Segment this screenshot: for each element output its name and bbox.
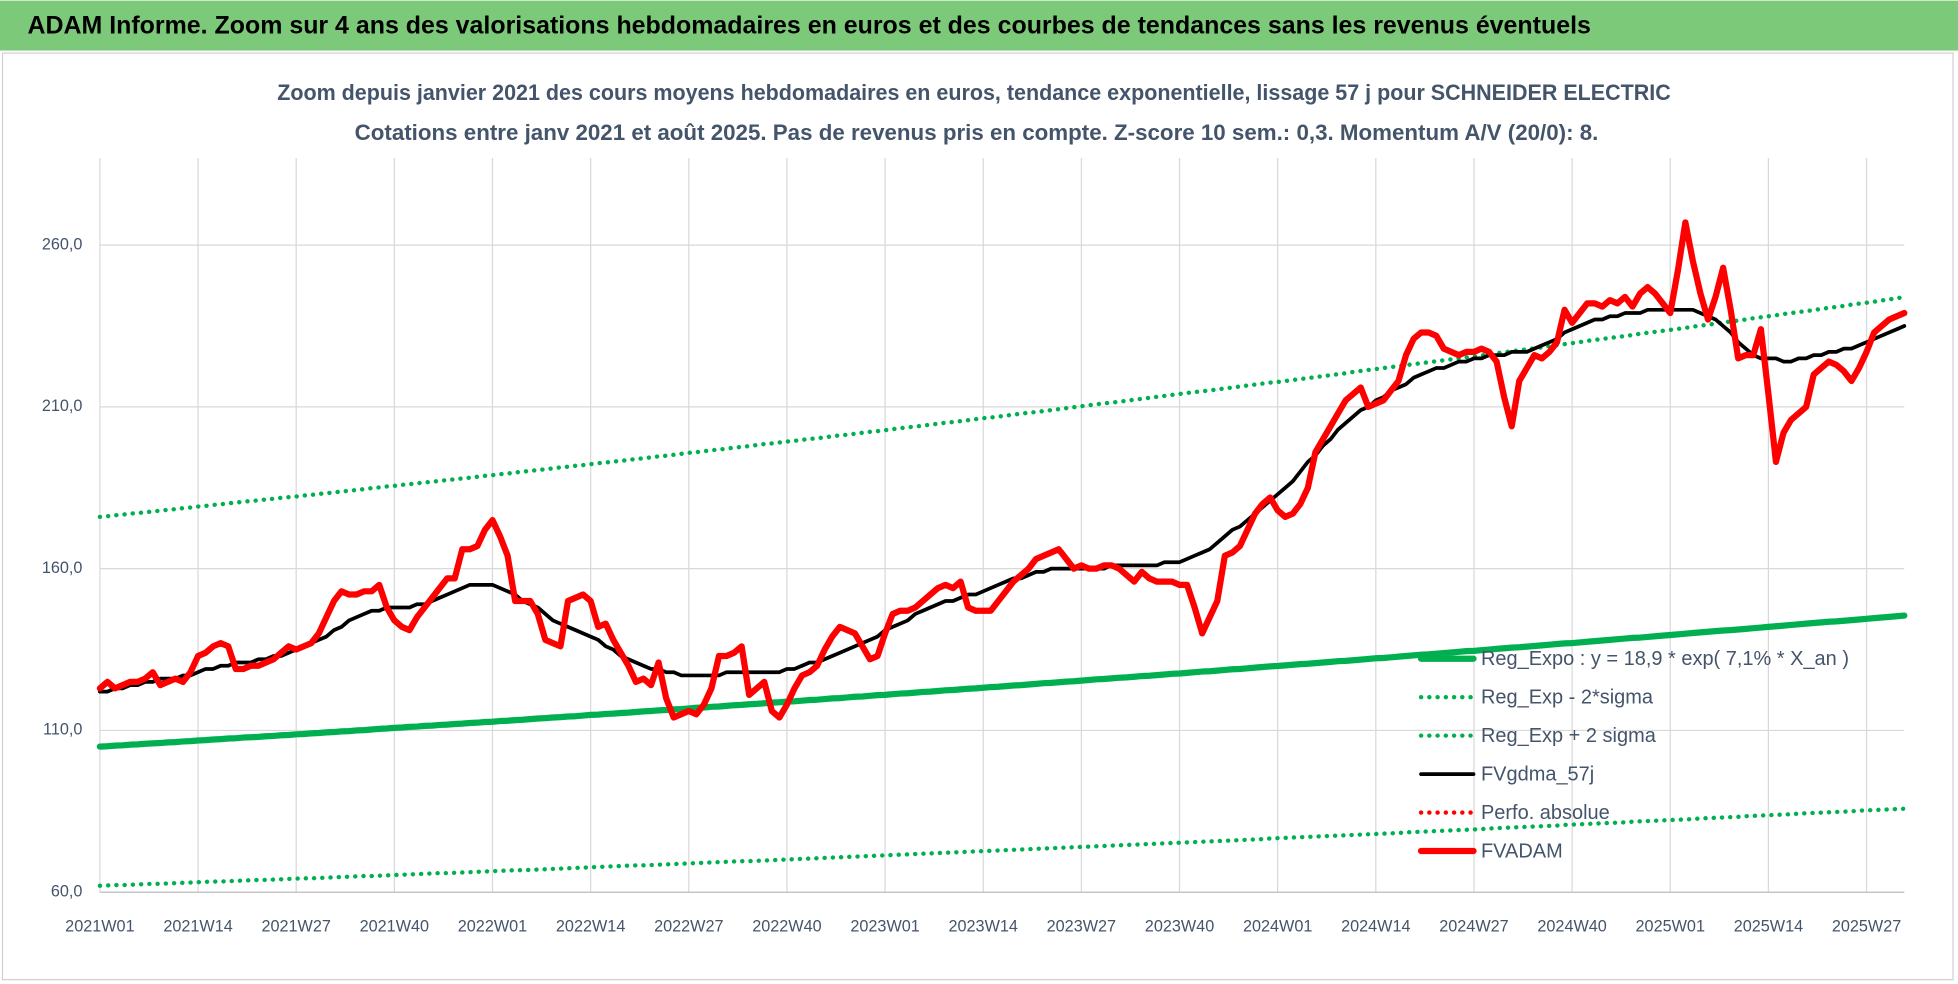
x-tick-label: 2024W40 bbox=[1537, 917, 1606, 935]
x-tick-label: 2023W40 bbox=[1145, 917, 1214, 935]
legend-label: Perfo. absolue bbox=[1481, 802, 1610, 824]
series-layer bbox=[96, 219, 1908, 888]
header-bar bbox=[0, 0, 1958, 51]
x-tick-label: 2021W40 bbox=[360, 917, 429, 935]
y-tick-label: 210,0 bbox=[42, 397, 83, 415]
x-tick-label: 2022W27 bbox=[654, 917, 723, 935]
x-tick-label: 2023W01 bbox=[850, 917, 919, 935]
x-tick-label: 2021W01 bbox=[65, 917, 134, 935]
legend-label: Reg_Exp - 2*sigma bbox=[1481, 687, 1654, 709]
chart-subtitle: Cotations entre janv 2021 et août 2025. … bbox=[355, 120, 1599, 145]
chart-frame bbox=[1, 52, 1954, 981]
x-tick-label: 2024W14 bbox=[1341, 917, 1410, 935]
y-tick-label: 260,0 bbox=[42, 235, 83, 253]
series-line bbox=[96, 612, 1908, 750]
x-tick-label: 2025W27 bbox=[1832, 917, 1901, 935]
chart-title: Zoom depuis janvier 2021 des cours moyen… bbox=[277, 80, 1671, 105]
series-line bbox=[97, 295, 1907, 520]
legend-label: Reg_Expo : y = 18,9 * exp( 7,1% * X_an ) bbox=[1481, 648, 1849, 670]
x-tick-label: 2022W40 bbox=[752, 917, 821, 935]
x-tick-label: 2023W14 bbox=[949, 917, 1018, 935]
x-tick-label: 2025W14 bbox=[1734, 917, 1803, 935]
header-title: ADAM Informe. Zoom sur 4 ans des valoris… bbox=[27, 11, 1590, 39]
series-line bbox=[96, 219, 1908, 721]
x-tick-label: 2025W01 bbox=[1636, 917, 1705, 935]
x-tick-label: 2021W27 bbox=[261, 917, 330, 935]
legend-label: FVADAM bbox=[1481, 841, 1563, 863]
x-tick-label: 2024W01 bbox=[1243, 917, 1312, 935]
legend-label: Reg_Exp + 2 sigma bbox=[1481, 725, 1657, 747]
legend: Reg_Expo : y = 18,9 * exp( 7,1% * X_an )… bbox=[1417, 648, 1849, 863]
legend-label: FVgdma_57j bbox=[1481, 764, 1594, 786]
x-tick-label: 2021W14 bbox=[163, 917, 232, 935]
y-tick-label: 110,0 bbox=[43, 721, 82, 739]
axes: 60,0 110,0 160,0 210,0 260,0 2021W01 2021W14 20… bbox=[42, 235, 1905, 935]
x-tick-label: 2024W27 bbox=[1439, 917, 1508, 935]
y-tick-label: 160,0 bbox=[42, 559, 83, 577]
y-tick-label: 60,0 bbox=[51, 882, 83, 900]
x-tick-label: 2022W14 bbox=[556, 917, 625, 935]
x-tick-label: 2023W27 bbox=[1047, 917, 1116, 935]
x-tick-label: 2022W01 bbox=[458, 917, 527, 935]
series-line bbox=[98, 307, 1907, 694]
